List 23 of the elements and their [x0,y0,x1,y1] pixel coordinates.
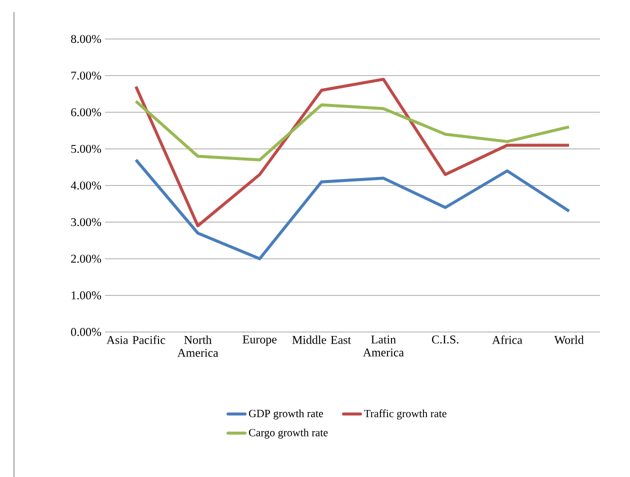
line-series [134,158,571,260]
y-tick-label: 8.00% [71,34,102,44]
y-tick-label: 1.00% [72,291,102,300]
legend-label: Cargo growth rate [248,428,328,439]
y-tick-label: 2.00% [71,254,102,263]
y-tick-label: 3.00% [71,218,102,226]
y-tick-label: 6.00% [71,108,102,116]
line-series [134,78,571,228]
y-tick-label: 0.00% [71,328,102,336]
x-tick-label: Africa [492,336,522,344]
y-tick-label: 7.00% [71,72,102,80]
legend-label: Traffic growth rate [364,409,446,420]
line-series [134,100,571,162]
y-tick-label: 5.00% [71,144,102,153]
x-tick-label: World [554,336,584,344]
legend-label: GDP growth rate [248,410,324,420]
x-tick-label: North America [177,336,218,357]
x-tick-label: Middle East [292,336,352,344]
y-tick-label: 4.00% [70,181,102,190]
x-tick-label: Latin America [362,336,404,356]
x-tick-label: Asia Pacific [106,336,166,344]
x-tick-label: C.I.S. [432,336,458,344]
x-tick-label: Europe [242,336,277,346]
